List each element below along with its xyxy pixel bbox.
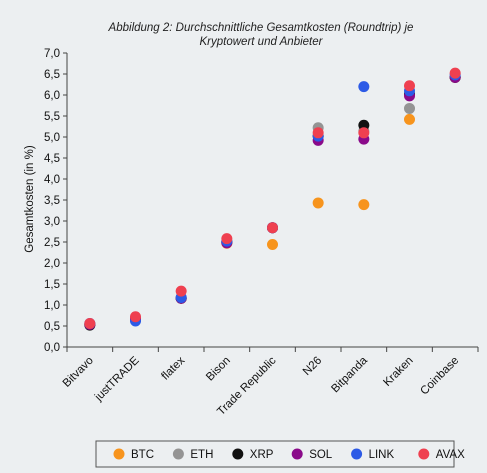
legend-label-sol: SOL [309, 449, 333, 461]
y-tick-label: 1,0 [44, 300, 60, 312]
chart-title-line-2: Kryptowert und Anbieter [200, 36, 324, 48]
legend-label-link: LINK [369, 449, 395, 461]
y-axis-label: Gesamtkosten (in %) [24, 145, 36, 253]
legend: BTC ETH XRP SOL LINK AVAX [95, 440, 465, 468]
chart-title: Abbildung 2: Durchschnittliche Gesamtkos… [108, 22, 414, 48]
x-tick-label: Bison [204, 355, 233, 384]
y-tick-label: 4,5 [44, 153, 60, 165]
y-tick-label: 2,0 [44, 258, 60, 270]
data-point-btc [358, 199, 370, 211]
x-tick-label: Bitpanda [329, 354, 370, 395]
data-point-avax [84, 317, 96, 329]
x-tick-label: Bitvavo [61, 355, 96, 390]
y-tick-label: 4,0 [44, 174, 60, 186]
data-point-btc [312, 197, 324, 209]
y-tick-label: 5,5 [44, 111, 60, 123]
y-tick-label: 3,0 [44, 216, 60, 228]
y-tick-label: 6,5 [44, 69, 60, 81]
legend-label-eth: ETH [190, 449, 213, 461]
legend-marker-avax [418, 448, 430, 460]
data-point-avax [221, 233, 233, 245]
data-points [84, 67, 461, 331]
chart-title-line-1: Abbildung 2: Durchschnittliche Gesamtkos… [108, 22, 414, 34]
y-tick-label: 6,0 [44, 90, 60, 102]
data-point-avax [404, 80, 415, 92]
legend-label-btc: BTC [131, 449, 154, 461]
y-axis: 0,0 0,5 1,0 1,5 2,0 2,5 3,0 3,5 4,0 4,5 5,0 5,5 6,0 6… [44, 48, 68, 354]
y-tick-label: 0,5 [44, 321, 60, 333]
data-point-eth [404, 102, 415, 114]
legend-marker-sol [291, 448, 303, 460]
data-point-avax [175, 285, 187, 297]
data-point-btc [404, 113, 415, 125]
data-point-xrp [358, 119, 370, 131]
legend-label-avax: AVAX [436, 449, 465, 461]
data-point-avax [267, 222, 278, 234]
data-point-avax [130, 311, 141, 323]
legend-marker-link [351, 448, 363, 460]
y-tick-label: 7,0 [44, 48, 60, 60]
data-point-avax [449, 67, 461, 79]
legend-marker-btc [113, 448, 125, 460]
y-tick-label: 0,0 [44, 342, 60, 354]
y-tick-label: 5,0 [44, 132, 60, 144]
x-tick-label: flatex [159, 354, 187, 382]
legend-marker-xrp [232, 448, 244, 460]
legend-label-xrp: XRP [250, 449, 274, 461]
data-point-avax [358, 127, 370, 139]
legend-box [95, 440, 455, 468]
data-point-btc [267, 239, 278, 251]
data-point-link [358, 81, 370, 93]
x-tick-label: N26 [301, 355, 324, 378]
x-tick-label: Coinbase [418, 355, 461, 398]
y-tick-label: 1,5 [44, 279, 60, 291]
data-point-avax [312, 127, 324, 139]
y-tick-label: 2,5 [44, 237, 60, 249]
y-tick-label: 3,5 [44, 195, 60, 207]
legend-marker-eth [172, 448, 184, 460]
x-tick-label: justTRADE [92, 354, 142, 404]
x-tick-label: Kraken [381, 355, 415, 389]
